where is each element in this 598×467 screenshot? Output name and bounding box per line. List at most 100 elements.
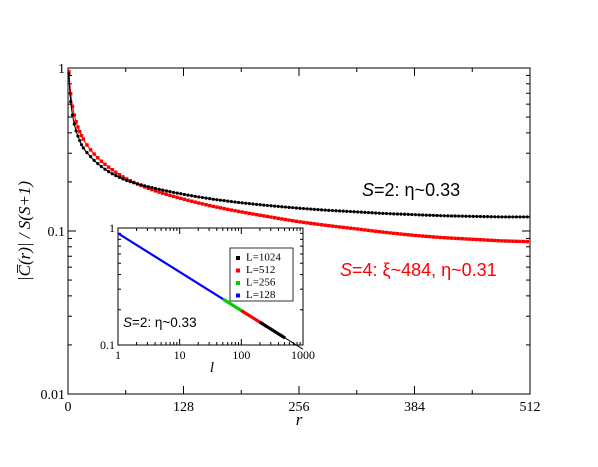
- point-S4: [193, 200, 197, 204]
- point-S2: [417, 213, 421, 217]
- annotation-s4-symbol: S: [340, 260, 352, 280]
- inset-x-tick-label: 1000: [291, 348, 315, 362]
- point-S2: [341, 209, 345, 213]
- point-S2: [435, 213, 439, 218]
- point-S4: [287, 218, 291, 222]
- point-S2: [280, 205, 284, 209]
- point-S2: [103, 167, 107, 171]
- annotation-s2-text: =2: η~0.33: [374, 180, 460, 200]
- point-S4: [424, 234, 428, 239]
- point-S4: [157, 190, 161, 194]
- point-S4: [247, 211, 252, 216]
- point-S2: [431, 213, 436, 217]
- point-S2: [99, 164, 103, 169]
- point-S4: [67, 69, 71, 74]
- point-S2: [334, 209, 338, 213]
- point-S2: [283, 205, 288, 209]
- point-S4: [114, 170, 118, 174]
- point-S4: [442, 236, 446, 240]
- inset-y-tick-label: 0.1: [100, 338, 115, 352]
- inset-legend-box: [229, 247, 294, 302]
- point-S2: [146, 185, 150, 189]
- point-S4: [366, 228, 371, 233]
- y-tick-label: 0.1: [48, 225, 66, 240]
- point-S2: [72, 122, 76, 126]
- point-S4: [78, 129, 82, 134]
- point-S4: [117, 172, 122, 177]
- point-S2: [464, 214, 468, 218]
- point-S4: [99, 159, 104, 163]
- point-S2: [229, 199, 233, 204]
- point-S2: [200, 195, 205, 200]
- x-tick-label: 512: [520, 400, 541, 415]
- point-S4: [215, 205, 219, 209]
- point-S4: [240, 210, 244, 214]
- annotation-s4-text: =4: ξ~484, η~0.31: [352, 260, 497, 280]
- point-S4: [330, 224, 335, 228]
- point-S2: [117, 175, 122, 180]
- point-S2: [489, 215, 493, 219]
- point-S2: [81, 146, 85, 150]
- point-S4: [280, 217, 284, 221]
- y-tick-label: 0.01: [41, 388, 66, 403]
- point-S4: [233, 209, 237, 213]
- point-S2: [107, 170, 111, 174]
- point-S2: [525, 215, 529, 219]
- point-S2: [301, 206, 306, 211]
- point-S2: [496, 215, 501, 219]
- point-S4: [207, 203, 212, 208]
- point-S4: [164, 192, 169, 197]
- inset-series-L=128: [117, 232, 230, 305]
- point-S2: [493, 215, 497, 219]
- point-S2: [69, 100, 73, 104]
- point-S2: [135, 182, 140, 186]
- point-S4: [475, 237, 479, 242]
- point-S2: [370, 211, 374, 215]
- point-S2: [211, 197, 215, 201]
- point-S2: [392, 212, 396, 216]
- point-S2: [522, 215, 526, 219]
- point-S2: [363, 210, 367, 214]
- point-S2: [514, 215, 519, 219]
- point-S4: [464, 237, 468, 241]
- point-S2: [399, 212, 403, 216]
- point-S4: [258, 213, 262, 217]
- point-S4: [413, 233, 418, 238]
- point-S4: [74, 119, 78, 124]
- point-S4: [204, 203, 208, 207]
- point-S2: [78, 139, 82, 143]
- point-S2: [153, 186, 158, 191]
- point-S2: [377, 211, 381, 215]
- x-tick-label: 384: [404, 400, 425, 415]
- point-S4: [359, 227, 363, 232]
- point-S4: [319, 223, 324, 227]
- point-S2: [222, 199, 226, 203]
- point-S2: [312, 207, 316, 211]
- point-S2: [273, 204, 277, 208]
- point-S4: [337, 225, 342, 229]
- point-S2: [215, 198, 219, 202]
- point-S2: [265, 203, 270, 208]
- point-S4: [431, 235, 436, 239]
- y-tick-label: 1: [58, 62, 65, 77]
- point-S2: [291, 206, 295, 210]
- inset-y-tick-label: 1: [109, 221, 115, 235]
- point-S2: [482, 214, 486, 219]
- point-S4: [355, 227, 360, 231]
- inset-x-axis-label: l: [210, 360, 214, 376]
- inset-series-group: [117, 232, 304, 350]
- point-S4: [85, 143, 89, 147]
- point-S4: [254, 212, 259, 217]
- point-S2: [446, 214, 450, 218]
- inset-annotation: S=2: η~0.33: [123, 315, 197, 330]
- x-tick-label: 0: [65, 400, 72, 415]
- point-S4: [467, 237, 472, 241]
- point-S4: [410, 233, 414, 237]
- point-S4: [345, 226, 349, 230]
- point-S4: [76, 125, 80, 129]
- point-S4: [435, 235, 439, 239]
- point-S2: [110, 172, 114, 176]
- point-S4: [244, 211, 248, 215]
- point-S4: [69, 91, 73, 96]
